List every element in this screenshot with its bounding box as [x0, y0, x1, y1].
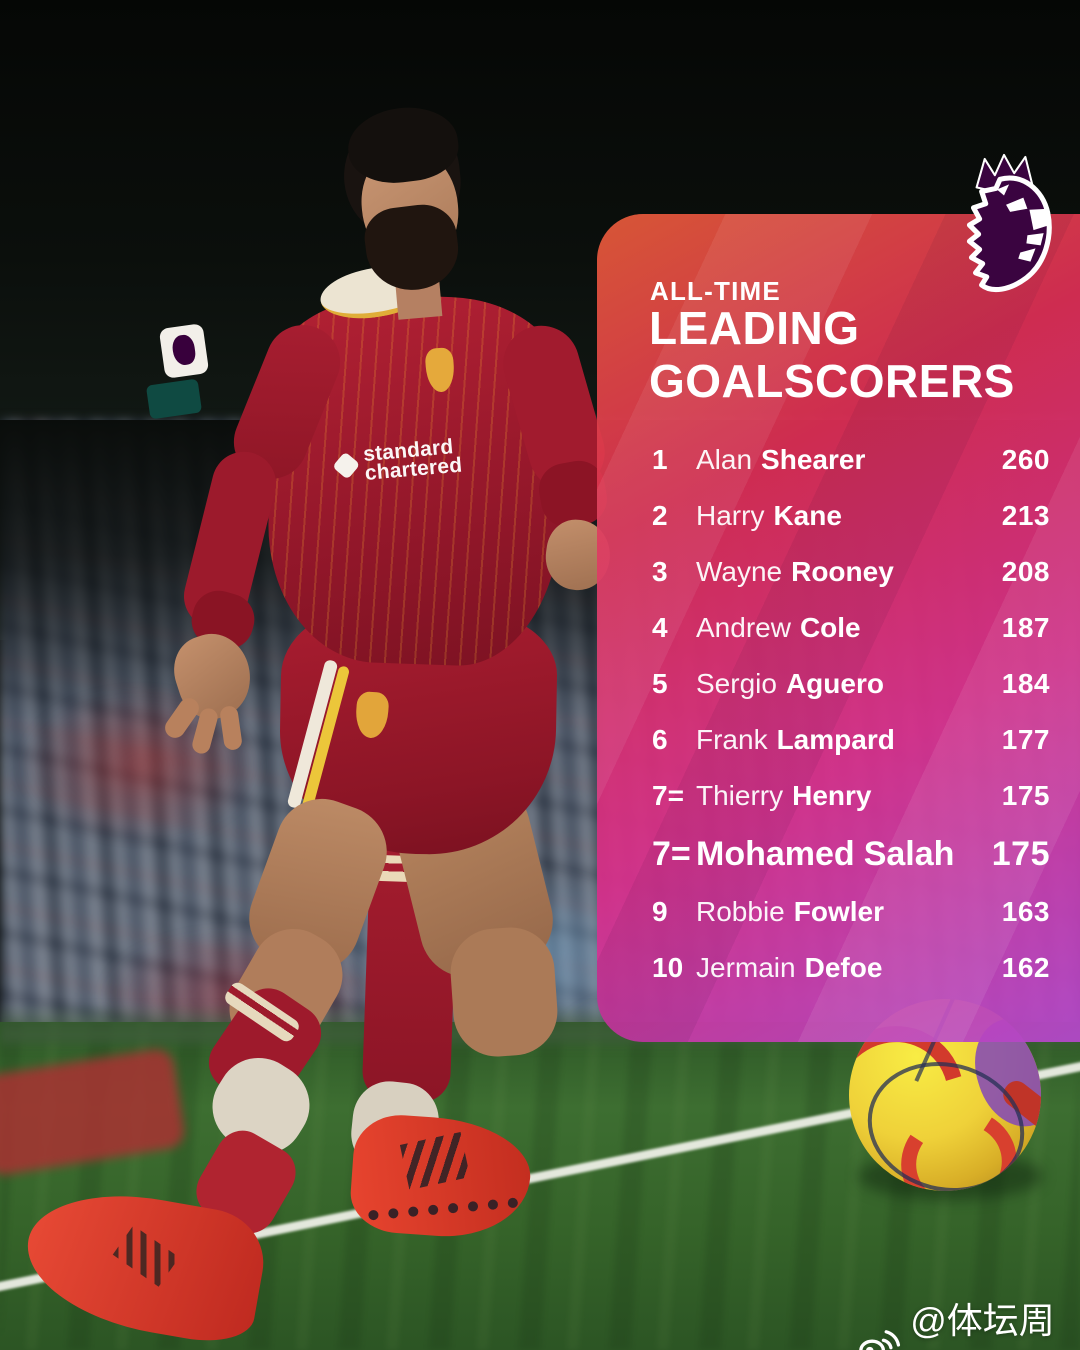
list-item-highlight-salah: 7= Mohamed Salah 175 — [597, 824, 1080, 884]
title-line1: LEADING — [649, 302, 860, 354]
lion-muzzle — [1029, 208, 1050, 231]
player-name: Sergio Aguero — [696, 668, 884, 699]
rank: 7= — [652, 780, 684, 811]
list-item: 5 Sergio Aguero 184 — [597, 656, 1080, 712]
list-item: 1 Alan Shearer 260 — [597, 432, 1080, 488]
watermark: @体坛周报 — [858, 1292, 1080, 1350]
lion-mouth — [1026, 233, 1044, 246]
goals: 162 — [1001, 952, 1050, 983]
player-name: Alan Shearer — [696, 444, 866, 475]
goals: 175 — [1001, 780, 1050, 811]
goalscorers-panel: ALL-TIME LEADING GOALSCORERS 1 Alan Sheare… — [597, 214, 1080, 1042]
list-item: 10 Jermain Defoe 162 — [597, 940, 1080, 996]
player-name: Andrew Cole — [696, 612, 861, 643]
rank: 6 — [652, 724, 668, 755]
goals: 175 — [991, 834, 1050, 873]
rank: 4 — [652, 612, 668, 643]
goals: 187 — [1001, 612, 1050, 643]
list-item: 4 Andrew Cole 187 — [597, 600, 1080, 656]
lion-head — [966, 175, 1052, 293]
player-name: Frank Lampard — [696, 724, 895, 755]
rank: 5 — [652, 668, 668, 699]
goals: 184 — [1001, 668, 1050, 699]
list-item: 6 Frank Lampard 177 — [597, 712, 1080, 768]
goals: 163 — [1001, 896, 1050, 927]
rank: 2 — [652, 500, 668, 531]
goals: 177 — [1001, 724, 1050, 755]
panel-kicker: ALL-TIME — [650, 276, 781, 306]
player-name: Wayne Rooney — [696, 556, 894, 587]
player-name: Harry Kane — [696, 500, 842, 531]
goals: 208 — [1001, 556, 1050, 587]
rank: 3 — [652, 556, 668, 587]
list-item: 9 Robbie Fowler 163 — [597, 884, 1080, 940]
panel-diagonal-stripes — [597, 214, 1080, 1042]
rank: 1 — [652, 444, 668, 475]
premier-league-logo-icon — [966, 153, 1052, 293]
player-name: Jermain Defoe — [696, 952, 883, 983]
lion-ear — [996, 184, 1010, 196]
goals: 213 — [1001, 500, 1050, 531]
title-line2: GOALSCORERS — [649, 355, 1015, 407]
list-item: 2 Harry Kane 213 — [597, 488, 1080, 544]
goals: 260 — [1001, 444, 1050, 475]
goalscorers-list: 1 Alan Shearer 260 2 Harry Kane 213 3 Wayn… — [597, 432, 1080, 996]
lion-eye — [1006, 197, 1028, 212]
watermark-handle: @体坛周报 — [910, 1300, 1055, 1341]
player-name: Mohamed Salah — [696, 834, 955, 873]
lion-chin — [1018, 248, 1036, 262]
list-item: 7= Thierry Henry 175 — [597, 768, 1080, 824]
rank: 7= — [652, 834, 691, 873]
weibo-icon — [859, 1330, 901, 1350]
player-name: Thierry Henry — [696, 780, 872, 811]
rank: 10 — [652, 952, 684, 983]
list-item: 3 Wayne Rooney 208 — [597, 544, 1080, 600]
player-name: Robbie Fowler — [696, 896, 884, 927]
panel-title: LEADING GOALSCORERS — [649, 302, 1015, 408]
rank: 9 — [652, 896, 668, 927]
